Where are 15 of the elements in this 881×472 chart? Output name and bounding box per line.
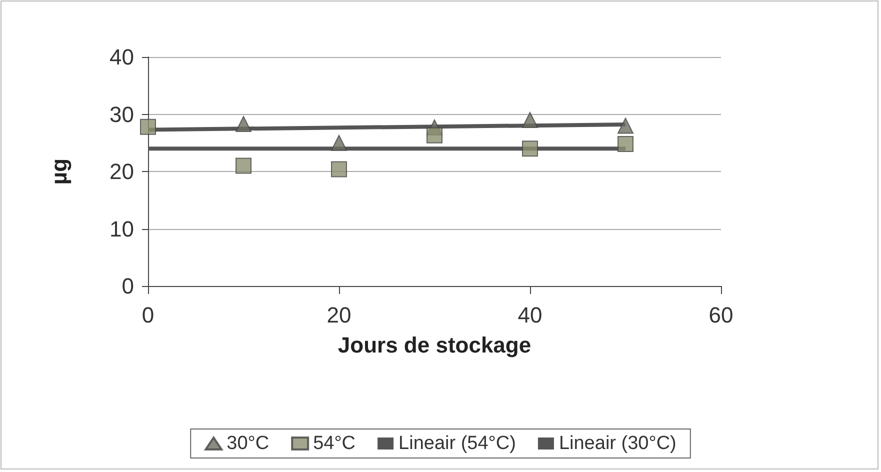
x-tick-label: 0 <box>142 302 154 328</box>
y-tick-label: 20 <box>110 159 134 184</box>
x-axis-title: Jours de stockage <box>338 332 532 358</box>
x-tick-label: 60 <box>708 302 734 328</box>
x-tick-label: 40 <box>518 302 542 328</box>
x-tick-label: 20 <box>326 302 352 328</box>
y-tick-label: 0 <box>122 274 134 298</box>
legend-label: 54°C <box>313 433 356 454</box>
legend-label: Lineair (30°C) <box>558 433 676 454</box>
y-axis-title: µg <box>46 158 72 185</box>
legend-label: Lineair (54°C) <box>398 433 516 454</box>
y-tick-label: 40 <box>110 44 134 70</box>
y-tick-label: 30 <box>110 102 134 127</box>
y-tick-label: 10 <box>110 216 134 242</box>
legend-label: 30°C <box>226 433 270 454</box>
